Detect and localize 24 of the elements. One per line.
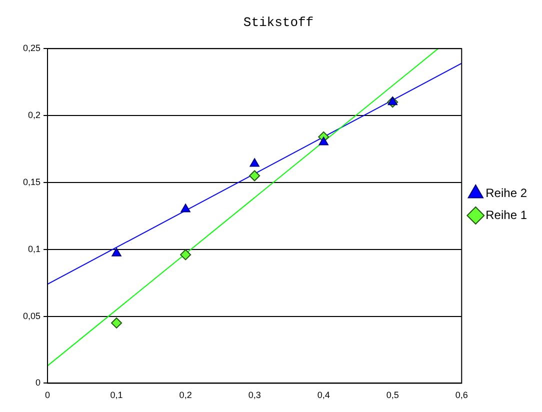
point xyxy=(180,249,192,260)
y-tick-label: 0,15 xyxy=(22,176,41,187)
point xyxy=(111,317,122,328)
point xyxy=(250,158,260,167)
y-tick-label: 0,1 xyxy=(28,244,41,254)
point xyxy=(318,136,328,146)
x-tick-label: 0,1 xyxy=(110,390,123,400)
x-tick-label: 0,3 xyxy=(248,390,261,400)
y-tick-label: 0 xyxy=(36,378,41,388)
y-tick-label: 0,05 xyxy=(22,310,41,321)
point xyxy=(180,204,190,212)
x-tick-label: 0,6 xyxy=(455,390,468,400)
x-tick-label: 0,4 xyxy=(317,390,330,400)
point xyxy=(112,248,122,256)
point xyxy=(249,170,260,182)
y-tick-label: 0,25 xyxy=(22,43,41,54)
legend-label: Reihe 1 xyxy=(486,208,528,222)
legend-label: Reihe 2 xyxy=(486,186,528,200)
x-tick-label: 0,5 xyxy=(386,390,399,400)
point xyxy=(388,96,398,106)
x-tick-label: 0,2 xyxy=(179,390,192,400)
x-tick-label: 0 xyxy=(45,390,50,400)
chart-title: Stikstoff xyxy=(243,15,314,30)
y-tick-label: 0,2 xyxy=(28,110,41,120)
